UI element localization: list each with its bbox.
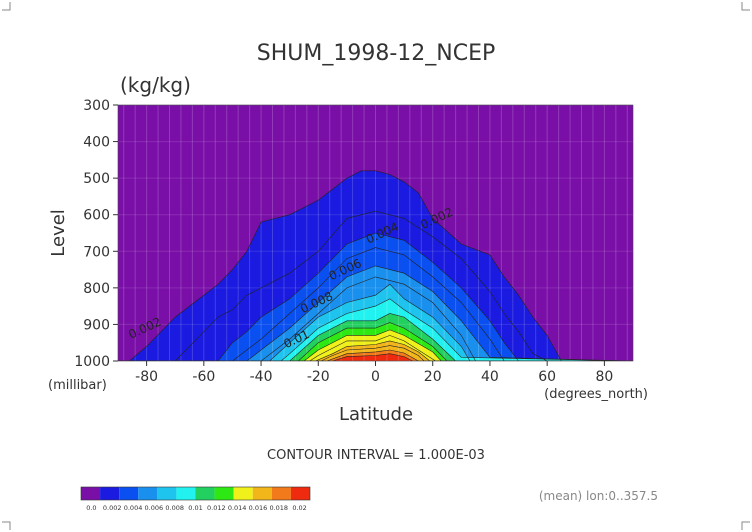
contour-line [118, 210, 633, 361]
legend-swatch [138, 487, 158, 500]
x-tick-label: 0 [371, 369, 380, 385]
contour-line [118, 335, 633, 361]
x-tick-label: -60 [192, 369, 215, 385]
legend-label: 0.002 [103, 504, 122, 512]
contour-line [118, 298, 633, 361]
x-tick-label: 20 [424, 369, 442, 385]
mean-note: (mean) lon:0..357.5 [539, 489, 658, 503]
x-tick-label: -40 [250, 369, 273, 385]
units-label: (kg/kg) [120, 73, 191, 97]
y-tick-label: 1000 [74, 354, 110, 370]
legend-label: 0.012 [207, 504, 226, 512]
legend-frame [80, 486, 311, 501]
legend-label: 0.004 [124, 504, 143, 512]
legend-swatch [176, 487, 196, 500]
contour-line [118, 349, 633, 361]
y-axis-label: Level [48, 209, 69, 257]
y-tick-label: 500 [83, 171, 110, 187]
x-tick-label: -80 [135, 369, 158, 385]
x-tick-label: 60 [538, 369, 556, 385]
y-tick-label: 400 [83, 135, 110, 151]
contour-line [118, 329, 633, 361]
y-tick-label: 900 [83, 317, 110, 333]
contour-band [118, 353, 633, 361]
contour-line [118, 232, 633, 361]
legend-swatch [119, 487, 139, 500]
legend-label: 0.016 [249, 504, 268, 512]
legend-swatch [195, 487, 215, 500]
y-tick-label: 800 [83, 281, 110, 297]
contour-line [118, 283, 633, 361]
contour-line [118, 265, 633, 361]
contour-line [118, 340, 633, 361]
y-tick-label: 300 [83, 98, 110, 114]
legend-label: 0.006 [145, 504, 164, 512]
legend-swatch [233, 487, 253, 500]
legend-swatch [157, 487, 177, 500]
legend-swatch [81, 487, 101, 500]
x-tick-label: 40 [481, 369, 499, 385]
color-legend: 0.0 0.002 0.004 0.006 0.008 0.01 0.012 0.014 0.0… [80, 486, 311, 512]
x-units-label: (degrees_north) [544, 387, 648, 402]
y-tick-label: 700 [83, 244, 110, 260]
x-tick-label: -20 [307, 369, 330, 385]
contour-line [118, 322, 633, 361]
contour-lines [118, 170, 633, 361]
legend-swatch [100, 487, 120, 500]
legend-label: 0.008 [165, 504, 184, 512]
legend-swatch [290, 487, 310, 500]
contour-line [118, 247, 633, 361]
chart-title: SHUM_1998-12_NCEP [257, 41, 496, 66]
x-axis-label: Latitude [339, 404, 413, 425]
x-axis: -80 -60 -40 -20 0 20 40 60 80 [135, 361, 613, 385]
contour-interval-text: CONTOUR INTERVAL = 1.000E-03 [267, 448, 485, 463]
legend-label: 0.02 [292, 504, 306, 512]
legend-swatch [271, 487, 291, 500]
gridlines [118, 105, 633, 361]
legend-label: 0.0 [86, 504, 96, 512]
x-tick-label: 80 [595, 369, 613, 385]
legend-label: 0.018 [269, 504, 288, 512]
y-units-label: (millibar) [48, 378, 107, 393]
contour-line [118, 170, 633, 361]
contour-line [118, 276, 633, 361]
legend-swatch [214, 487, 234, 500]
y-axis: 300 400 500 600 700 800 900 1000 [74, 98, 118, 370]
legend-swatch [252, 487, 272, 500]
legend-label: 0.014 [228, 504, 247, 512]
contour-line [118, 345, 633, 361]
legend-label: 0.01 [188, 504, 202, 512]
y-tick-label: 600 [83, 208, 110, 224]
contour-line [118, 353, 633, 361]
contour-line [118, 313, 633, 361]
